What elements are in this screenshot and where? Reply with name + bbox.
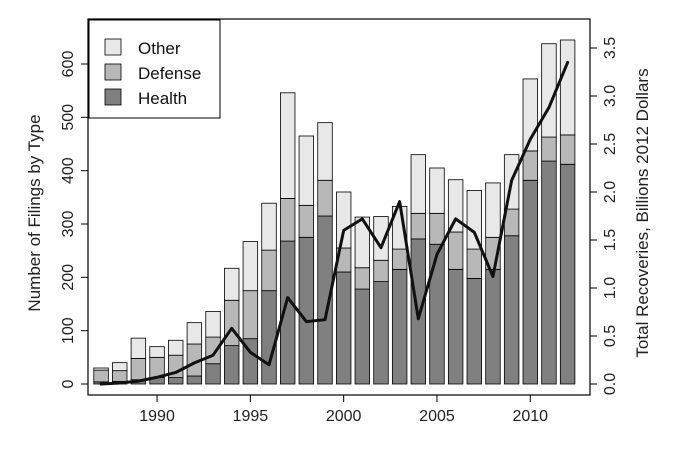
bar-health-2007: [466, 277, 482, 385]
bar-other-1994: [224, 267, 240, 301]
bar-other-1995: [242, 241, 259, 292]
bar-health-2009: [503, 235, 520, 385]
bar-health-2006: [447, 268, 464, 385]
bar-health-2012: [559, 163, 576, 385]
bar-other-1988: [112, 362, 128, 372]
bar-other-1990: [149, 346, 165, 358]
bar-other-1993: [205, 311, 221, 338]
bar-other-2001: [354, 216, 371, 269]
bar-health-2001: [354, 288, 371, 385]
bar-other-1992: [186, 322, 203, 345]
bar-defense-1988: [112, 370, 128, 382]
recoveries-line: [99, 60, 570, 386]
bar-health-2000: [335, 271, 352, 385]
legend-label-health: Health: [138, 89, 187, 108]
bar-health-1998: [298, 236, 315, 385]
bar-other-1996: [261, 202, 277, 251]
bar-defense-1994: [224, 299, 240, 346]
bar-other-1999: [317, 122, 333, 181]
y-right-tick-label: 2.0: [602, 181, 619, 203]
y-axis-right: 0.0 0.5 1.0 1.5 2.0 2.5 3.0 3.5: [590, 37, 619, 395]
legend-swatch-defense: [104, 63, 122, 81]
bar-other-2005: [429, 167, 445, 214]
bar-health-1993: [205, 363, 221, 385]
bar-other-2006: [447, 179, 464, 233]
legend-swatch-other: [104, 38, 122, 56]
y-left-tick-label: 500: [60, 104, 77, 131]
legend-label-other: Other: [138, 39, 181, 58]
bar-defense-2002: [373, 259, 389, 282]
bar-other-2011: [541, 43, 557, 138]
bar-health-1991: [168, 377, 184, 385]
x-tick-label: 2005: [419, 408, 455, 425]
bar-defense-2010: [522, 150, 538, 181]
bar-other-1998: [298, 135, 315, 206]
x-tick-label: 1990: [139, 408, 175, 425]
y-axis-left: 0 100 200 300 400 500 600: [60, 51, 88, 388]
bar-defense-1999: [317, 179, 333, 217]
bar-defense-2012: [559, 134, 576, 165]
y-right-tick-label: 0.0: [602, 373, 619, 395]
y-right-tick-label: 1.0: [602, 277, 619, 299]
bar-health-2010: [522, 179, 538, 385]
bar-other-2012: [559, 39, 576, 136]
bar-defense-2007: [466, 248, 482, 279]
legend-swatch-health: [104, 88, 122, 106]
bar-other-1989: [130, 337, 147, 359]
y-left-tick-label: 0: [60, 379, 77, 388]
x-axis: 1990 1995 2000 2005 2010: [139, 395, 548, 425]
y-axis-right-title: Total Recoveries, Billions 2012 Dollars: [633, 68, 652, 357]
x-tick-label: 1995: [233, 408, 269, 425]
bar-other-1997: [279, 92, 296, 199]
bar-other-2007: [466, 189, 482, 250]
bar-defense-1989: [130, 357, 147, 381]
bar-other-1987: [93, 367, 109, 371]
bar-defense-2003: [391, 248, 408, 270]
bar-health-2003: [391, 268, 408, 385]
y-left-tick-label: 100: [60, 317, 77, 344]
y-axis-left-title: Number of Filings by Type: [25, 114, 44, 311]
bar-defense-1998: [298, 204, 315, 238]
bar-defense-2006: [447, 231, 464, 270]
y-left-tick-label: 400: [60, 157, 77, 184]
bar-defense-1996: [261, 249, 277, 292]
bar-defense-2005: [429, 212, 445, 245]
y-right-tick-label: 1.5: [602, 229, 619, 251]
bar-defense-1995: [242, 290, 259, 340]
x-tick-label: 2000: [326, 408, 362, 425]
bar-defense-2001: [354, 267, 371, 290]
x-tick-label: 2010: [512, 408, 548, 425]
y-left-tick-label: 600: [60, 51, 77, 78]
plot-frame: [87, 18, 591, 396]
bar-health-1992: [186, 375, 203, 385]
bar-other-1991: [168, 339, 184, 356]
legend: Other Defense Health: [88, 19, 221, 119]
bar-other-2008: [485, 182, 501, 238]
y-right-tick-label: 0.5: [602, 325, 619, 347]
y-right-tick-label: 3.0: [602, 85, 619, 107]
bar-health-2008: [485, 268, 501, 385]
y-right-tick-label: 3.5: [602, 37, 619, 59]
bar-other-2000: [335, 191, 352, 249]
y-left-tick-label: 300: [60, 211, 77, 238]
y-right-tick-label: 2.5: [602, 133, 619, 155]
bar-health-2011: [541, 160, 557, 385]
bar-defense-1987: [93, 369, 109, 383]
bar-defense-1997: [279, 197, 296, 242]
bar-health-2002: [373, 281, 389, 385]
bar-health-2005: [429, 243, 445, 385]
bar-other-2004: [410, 154, 426, 214]
legend-label-defense: Defense: [138, 64, 201, 83]
bar-health-1996: [261, 290, 277, 385]
bar-defense-2011: [541, 136, 557, 162]
bar-defense-2004: [410, 212, 426, 240]
bar-health-1994: [224, 345, 240, 385]
y-left-tick-label: 200: [60, 264, 77, 291]
